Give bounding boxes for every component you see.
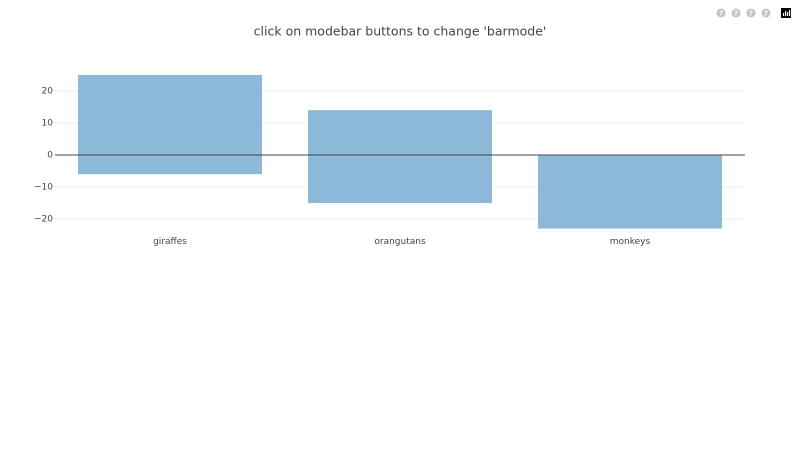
- modebar-button[interactable]: ?: [761, 8, 771, 18]
- bar: [78, 75, 262, 155]
- bar: [308, 110, 492, 155]
- svg-text:?: ?: [749, 10, 753, 18]
- svg-text:?: ?: [764, 10, 768, 18]
- y-tick-label: −20: [34, 215, 53, 225]
- modebar-button[interactable]: ?: [746, 8, 756, 18]
- x-tick-label: monkeys: [610, 237, 651, 247]
- chart-title: click on modebar buttons to change 'barm…: [254, 24, 547, 39]
- bar: [308, 155, 492, 203]
- bar: [78, 155, 262, 175]
- modebar-button[interactable]: ?: [716, 8, 726, 18]
- svg-text:?: ?: [719, 10, 723, 18]
- x-tick-label: giraffes: [153, 237, 187, 247]
- svg-text:?: ?: [734, 10, 738, 18]
- plotly-logo[interactable]: [781, 8, 791, 18]
- y-tick-label: −10: [34, 183, 53, 193]
- y-tick-label: 20: [42, 87, 54, 97]
- bar: [538, 155, 722, 229]
- x-tick-label: orangutans: [374, 237, 426, 247]
- modebar: ? ? ? ?: [716, 8, 791, 18]
- y-tick-label: 10: [42, 119, 54, 129]
- y-tick-label: 0: [47, 151, 53, 161]
- modebar-button[interactable]: ?: [731, 8, 741, 18]
